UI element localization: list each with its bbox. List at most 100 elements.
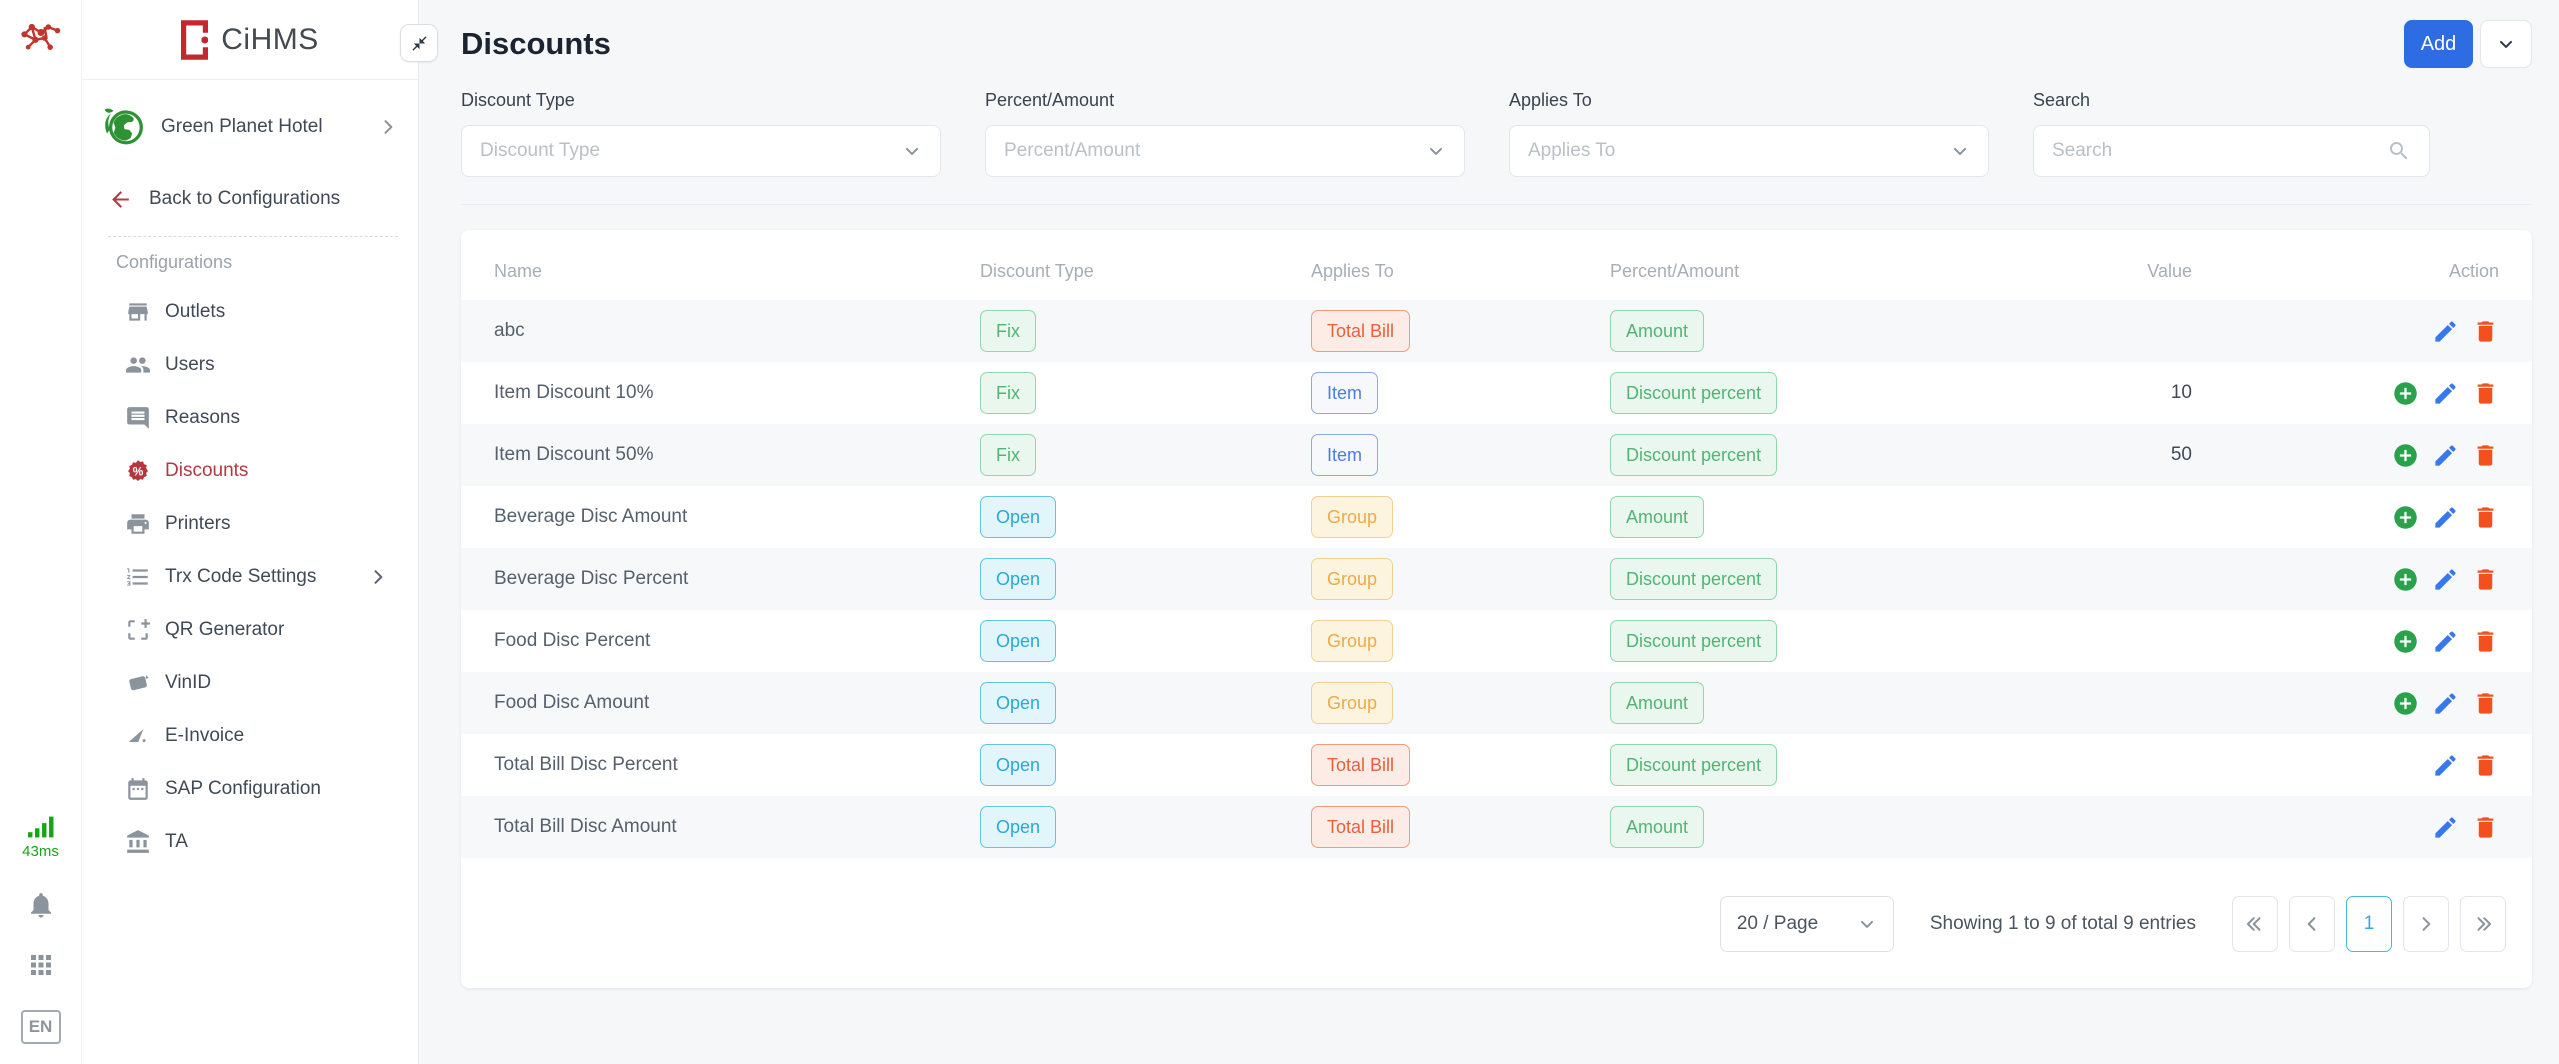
search-input[interactable] (2052, 140, 2387, 162)
add-button[interactable]: Add (2404, 20, 2473, 68)
sidebar-item-reasons[interactable]: Reasons (82, 391, 418, 444)
sidebar-item-outlets[interactable]: Outlets (82, 285, 418, 338)
add-row-button[interactable] (2392, 690, 2419, 717)
row-actions (2192, 814, 2499, 841)
add-row-button[interactable] (2392, 628, 2419, 655)
left-rail: 43ms EN (0, 0, 82, 1064)
edit-row-button[interactable] (2432, 504, 2459, 531)
qr-generator-icon (125, 617, 151, 643)
discount-name: Item Discount 10% (494, 382, 654, 403)
delete-row-button[interactable] (2472, 752, 2499, 779)
table-row: abc Fix Total Bill Amount (461, 300, 2532, 362)
edit-row-button[interactable] (2432, 814, 2459, 841)
printer-icon (125, 511, 151, 537)
sidebar-item-ta[interactable]: TA (82, 815, 418, 868)
discount-name: Total Bill Disc Percent (494, 754, 678, 775)
sidebar-item-label: Outlets (165, 300, 226, 322)
back-label: Back to Configurations (149, 188, 341, 209)
sidebar-item-label: TA (165, 830, 188, 852)
divider (461, 204, 2532, 205)
sidebar-item-label: Trx Code Settings (165, 565, 317, 587)
trash-icon (2472, 318, 2499, 345)
first-page-button[interactable] (2232, 896, 2278, 952)
sidebar-collapse-button[interactable] (400, 24, 438, 62)
edit-row-button[interactable] (2432, 380, 2459, 407)
sidebar-item-label: Printers (165, 512, 231, 534)
hotel-selector[interactable]: Green Planet Hotel (82, 92, 418, 158)
bell-icon[interactable] (26, 890, 56, 920)
chevron-down-icon (902, 141, 922, 161)
row-actions (2192, 442, 2499, 469)
percent-amount-badge: Discount percent (1610, 558, 1778, 600)
sidebar-item-sap-configuration[interactable]: SAP Configuration (82, 762, 418, 815)
row-actions (2192, 380, 2499, 407)
page-1-button[interactable]: 1 (2346, 896, 2392, 952)
edit-row-button[interactable] (2432, 318, 2459, 345)
pencil-icon (2432, 752, 2459, 779)
delete-row-button[interactable] (2472, 504, 2499, 531)
page-size-select[interactable]: 20 / Page (1719, 896, 1894, 952)
row-actions (2192, 628, 2499, 655)
discount-type-select[interactable]: Discount Type (461, 125, 941, 177)
select-placeholder: Percent/Amount (1004, 140, 1141, 161)
delete-row-button[interactable] (2472, 318, 2499, 345)
discount-name: Total Bill Disc Amount (494, 816, 677, 837)
double-chevron-left-icon (2245, 914, 2265, 934)
apps-grid-icon[interactable] (26, 950, 56, 980)
column-header: Percent/Amount (1610, 260, 1740, 281)
sidebar-item-printers[interactable]: Printers (82, 497, 418, 550)
pencil-icon (2432, 504, 2459, 531)
last-page-button[interactable] (2460, 896, 2506, 952)
edit-row-button[interactable] (2432, 752, 2459, 779)
discount-value: 10 (2170, 382, 2192, 403)
sidebar-item-users[interactable]: Users (82, 338, 418, 391)
discount-name: Item Discount 50% (494, 444, 654, 465)
delete-row-button[interactable] (2472, 628, 2499, 655)
delete-row-button[interactable] (2472, 566, 2499, 593)
discount-type-badge: Open (980, 558, 1057, 600)
applies-to-badge: Total Bill (1311, 744, 1411, 786)
svg-text:%: % (133, 464, 144, 478)
edit-row-button[interactable] (2432, 442, 2459, 469)
pencil-icon (2432, 814, 2459, 841)
add-row-button[interactable] (2392, 380, 2419, 407)
network-graph-icon[interactable] (19, 16, 63, 60)
delete-row-button[interactable] (2472, 690, 2499, 717)
language-selector[interactable]: EN (20, 1010, 61, 1044)
delete-row-button[interactable] (2472, 380, 2499, 407)
sidebar-item-label: QR Generator (165, 618, 285, 640)
edit-row-button[interactable] (2432, 690, 2459, 717)
sidebar-item-e-invoice[interactable]: E-Invoice (82, 709, 418, 762)
sidebar-menu: Outlets Users Reasons% Discounts Printers Trx… (82, 285, 418, 868)
sidebar-item-trx-code-settings[interactable]: Trx Code Settings (82, 550, 418, 603)
prev-page-button[interactable] (2289, 896, 2335, 952)
row-actions (2192, 504, 2499, 531)
delete-row-button[interactable] (2472, 814, 2499, 841)
next-page-button[interactable] (2403, 896, 2449, 952)
percent-amount-select[interactable]: Percent/Amount (985, 125, 1465, 177)
column-header: Name (494, 260, 543, 281)
plus-circle-icon (2392, 442, 2419, 469)
edit-row-button[interactable] (2432, 566, 2459, 593)
discount-badge-icon: % (125, 458, 151, 484)
back-to-configurations[interactable]: Back to Configurations (82, 176, 418, 222)
sidebar-item-vinid[interactable]: VinID (82, 656, 418, 709)
edit-row-button[interactable] (2432, 628, 2459, 655)
discount-type-badge: Open (980, 620, 1057, 662)
latency-indicator: 43ms (22, 814, 59, 860)
add-row-button[interactable] (2392, 442, 2419, 469)
sidebar-item-qr-generator[interactable]: QR Generator (82, 603, 418, 656)
trash-icon (2472, 752, 2499, 779)
delete-row-button[interactable] (2472, 442, 2499, 469)
sidebar-item-discounts[interactable]: % Discounts (82, 444, 418, 497)
plus-circle-icon (2392, 566, 2419, 593)
row-actions (2192, 566, 2499, 593)
percent-amount-badge: Amount (1610, 682, 1705, 724)
add-row-button[interactable] (2392, 566, 2419, 593)
trash-icon (2472, 504, 2499, 531)
applies-to-select[interactable]: Applies To (1509, 125, 1989, 177)
select-placeholder: Applies To (1528, 140, 1616, 161)
add-row-button[interactable] (2392, 504, 2419, 531)
chevron-right-icon (2416, 914, 2436, 934)
add-dropdown-button[interactable] (2480, 20, 2532, 68)
